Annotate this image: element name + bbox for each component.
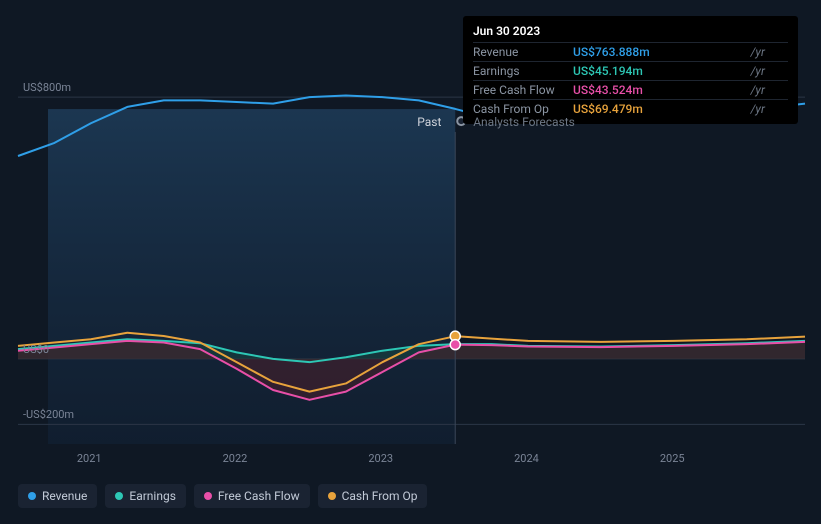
tooltip-metric-label: Revenue [473, 43, 573, 62]
tooltip-metric-unit: /yr [747, 100, 788, 119]
past-label: Past [417, 115, 441, 129]
hover-tooltip: Jun 30 2023 RevenueUS$763.888m/yrEarning… [463, 16, 798, 124]
legend-dot-icon [328, 492, 336, 500]
forecast-label: Analysts Forecasts [473, 115, 575, 129]
tooltip-metric-value: US$43.524m [573, 81, 747, 100]
legend-item-fcf[interactable]: Free Cash Flow [194, 484, 310, 508]
legend-label: Revenue [42, 489, 87, 503]
tooltip-metric-value: US$763.888m [573, 43, 747, 62]
x-tick-label: 2024 [514, 452, 539, 465]
tooltip-metric-unit: /yr [747, 81, 788, 100]
tooltip-metric-value: US$69.479m [573, 100, 747, 119]
x-tick-label: 2021 [77, 452, 102, 465]
tooltip-date: Jun 30 2023 [473, 22, 788, 42]
tooltip-metric-unit: /yr [747, 62, 788, 81]
legend-dot-icon [115, 492, 123, 500]
legend-item-earnings[interactable]: Earnings [105, 484, 186, 508]
y-tick-label: -US$200m [23, 408, 74, 421]
legend-item-revenue[interactable]: Revenue [18, 484, 97, 508]
x-tick-label: 2025 [660, 452, 685, 465]
legend-dot-icon [204, 492, 212, 500]
legend-label: Cash From Op [342, 489, 418, 503]
legend-label: Earnings [129, 489, 176, 503]
tooltip-metric-value: US$45.194m [573, 62, 747, 81]
financial-forecast-chart: Jun 30 2023 RevenueUS$763.888m/yrEarning… [0, 0, 821, 524]
legend-item-cfo[interactable]: Cash From Op [318, 484, 428, 508]
legend-label: Free Cash Flow [218, 489, 300, 503]
hover-marker-fcf [450, 340, 460, 350]
tooltip-metric-label: Earnings [473, 62, 573, 81]
y-tick-label: US$0 [23, 343, 49, 356]
tooltip-metric-unit: /yr [747, 43, 788, 62]
legend: Revenue Earnings Free Cash Flow Cash From O… [18, 484, 427, 508]
y-tick-label: US$800m [23, 81, 71, 94]
tooltip-row: RevenueUS$763.888m/yr [473, 43, 788, 62]
x-tick-label: 2022 [223, 452, 248, 465]
tooltip-metric-label: Free Cash Flow [473, 81, 573, 100]
tooltip-table: RevenueUS$763.888m/yrEarningsUS$45.194m/… [473, 42, 788, 118]
tooltip-row: EarningsUS$45.194m/yr [473, 62, 788, 81]
x-tick-label: 2023 [368, 452, 393, 465]
legend-dot-icon [28, 492, 36, 500]
tooltip-row: Free Cash FlowUS$43.524m/yr [473, 81, 788, 100]
